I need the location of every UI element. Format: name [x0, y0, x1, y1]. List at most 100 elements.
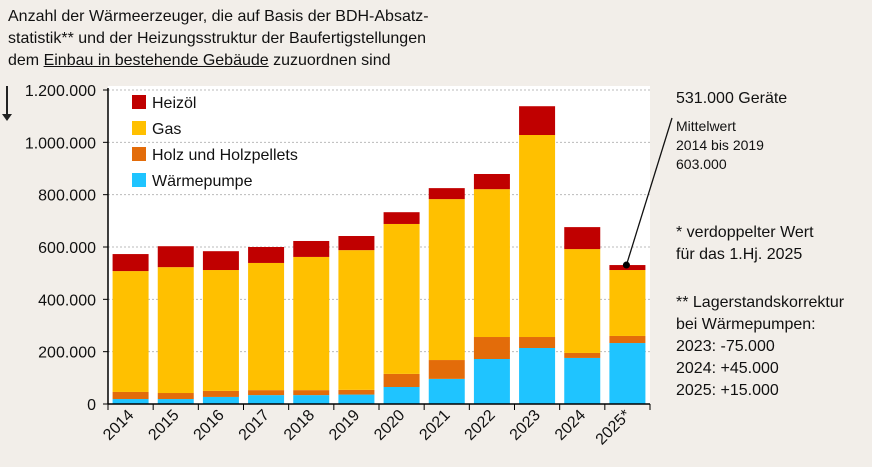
- x-tick-label: 2021: [416, 407, 453, 444]
- bar-heizöl: [202, 251, 239, 271]
- legend-swatch: [132, 147, 146, 161]
- callout-dot: [622, 261, 630, 269]
- bar-wärmepumpe: [338, 394, 375, 404]
- bar-wärmepumpe: [428, 378, 465, 404]
- note-line: 2014 bis 2019: [676, 137, 764, 153]
- note-line: 603.000: [676, 156, 727, 172]
- bar-holz-und-holzpellets: [428, 360, 465, 379]
- title-line: Anzahl der Wärmeerzeuger, die auf Basis …: [8, 8, 429, 25]
- bar-holz-und-holzpellets: [112, 391, 149, 400]
- bar-wärmepumpe: [112, 399, 149, 404]
- footnote-star: * verdoppelter Wert für das 1.Hj. 2025: [676, 222, 814, 266]
- bar-holz-und-holzpellets: [383, 373, 420, 387]
- bar-wärmepumpe: [202, 396, 239, 404]
- bar-heizöl: [383, 212, 420, 224]
- x-tick-label: 2022: [462, 407, 499, 444]
- x-tick-label: 2015: [145, 407, 182, 444]
- legend-label: Heizöl: [152, 95, 196, 112]
- note-line: 2024: +45.000: [676, 360, 779, 377]
- bar-holz-und-holzpellets: [473, 337, 510, 359]
- bar-wärmepumpe: [157, 399, 194, 404]
- callout-label: 531.000 Geräte: [676, 90, 788, 107]
- y-tick-label: 1.000.000: [25, 135, 96, 152]
- bar-wärmepumpe: [248, 395, 285, 404]
- bar-holz-und-holzpellets: [248, 390, 285, 396]
- bar-holz-und-holzpellets: [293, 390, 330, 396]
- legend-swatch: [132, 121, 146, 135]
- note-line: 2023: -75.000: [676, 338, 775, 355]
- bar-gas: [383, 223, 420, 374]
- title-line: statistik** und der Heizungsstruktur der…: [8, 30, 426, 47]
- legend-label: Wärmepumpe: [152, 173, 253, 190]
- title-text: zuzuordnen sind: [268, 52, 391, 69]
- bar-gas: [112, 271, 149, 392]
- bar-holz-und-holzpellets: [202, 390, 239, 397]
- arrow-down-icon: [2, 114, 12, 121]
- y-tick-label: 0: [87, 397, 96, 414]
- average-note: Mittelwert 2014 bis 2019 603.000: [676, 117, 764, 174]
- plot-area: [108, 86, 650, 404]
- note-line: ** Lagerstandskorrektur: [676, 294, 845, 311]
- y-tick-label: 1.200.000: [25, 83, 96, 100]
- bar-gas: [473, 189, 510, 338]
- note-line: 2025: +15.000: [676, 382, 779, 399]
- chart-title: Anzahl der Wärmeerzeuger, die auf Basis …: [8, 6, 429, 72]
- bar-heizöl: [428, 188, 465, 200]
- x-tick-label: 2016: [191, 407, 228, 444]
- x-tick-label: 2023: [507, 407, 544, 444]
- bar-wärmepumpe: [293, 395, 330, 404]
- axis-arrow: [6, 86, 8, 116]
- bar-wärmepumpe: [564, 357, 601, 404]
- legend-label: Gas: [152, 121, 181, 138]
- bar-wärmepumpe: [609, 343, 646, 404]
- bar-heizöl: [338, 236, 375, 251]
- bar-heizöl: [157, 246, 194, 268]
- bar-gas: [519, 135, 556, 338]
- bar-gas: [157, 267, 194, 394]
- callout-line: [625, 117, 673, 266]
- bar-heizöl: [519, 106, 556, 136]
- bar-wärmepumpe: [473, 358, 510, 404]
- bar-gas: [338, 250, 375, 390]
- bar-wärmepumpe: [383, 386, 420, 404]
- bar-gas: [293, 256, 330, 391]
- bar-gas: [564, 249, 601, 353]
- bar-holz-und-holzpellets: [157, 393, 194, 400]
- y-tick-label: 600.000: [38, 240, 96, 257]
- bar-gas: [428, 199, 465, 361]
- bar-heizöl: [248, 247, 285, 263]
- y-tick-label: 400.000: [38, 292, 96, 309]
- x-tick-label: 2014: [100, 407, 137, 444]
- bar-holz-und-holzpellets: [564, 352, 601, 358]
- title-text: dem: [8, 52, 44, 69]
- note-line: * verdoppelter Wert: [676, 224, 814, 241]
- x-tick-label: 2019: [326, 407, 363, 444]
- y-tick-label: 200.000: [38, 345, 96, 362]
- y-tick-label: 800.000: [38, 188, 96, 205]
- x-tick-label: 2025*: [593, 407, 635, 449]
- title-line: dem Einbau in bestehende Gebäude zuzuord…: [8, 50, 429, 72]
- bar-holz-und-holzpellets: [338, 389, 375, 395]
- title-underlined: Einbau in bestehende Gebäude: [43, 52, 269, 69]
- bar-wärmepumpe: [519, 348, 556, 404]
- bar-heizöl: [473, 173, 510, 190]
- bar-gas: [609, 270, 646, 336]
- legend-label: Holz und Holzpellets: [152, 147, 298, 164]
- note-line: Mittelwert: [676, 118, 736, 134]
- note-line: bei Wärmepumpen:: [676, 316, 816, 333]
- bar-gas: [248, 262, 285, 391]
- bar-heizöl: [564, 227, 601, 250]
- bar-heizöl: [293, 240, 330, 257]
- legend-swatch: [132, 95, 146, 109]
- x-tick-label: 2017: [236, 407, 273, 444]
- x-tick-label: 2020: [371, 407, 408, 444]
- bar-holz-und-holzpellets: [609, 335, 646, 344]
- bar-holz-und-holzpellets: [519, 337, 556, 349]
- bar-heizöl: [112, 254, 149, 272]
- x-tick-label: 2018: [281, 407, 318, 444]
- footnote-double-star: ** Lagerstandskorrektur bei Wärmepumpen:…: [676, 292, 844, 402]
- legend-swatch: [132, 173, 146, 187]
- note-line: für das 1.Hj. 2025: [676, 246, 803, 263]
